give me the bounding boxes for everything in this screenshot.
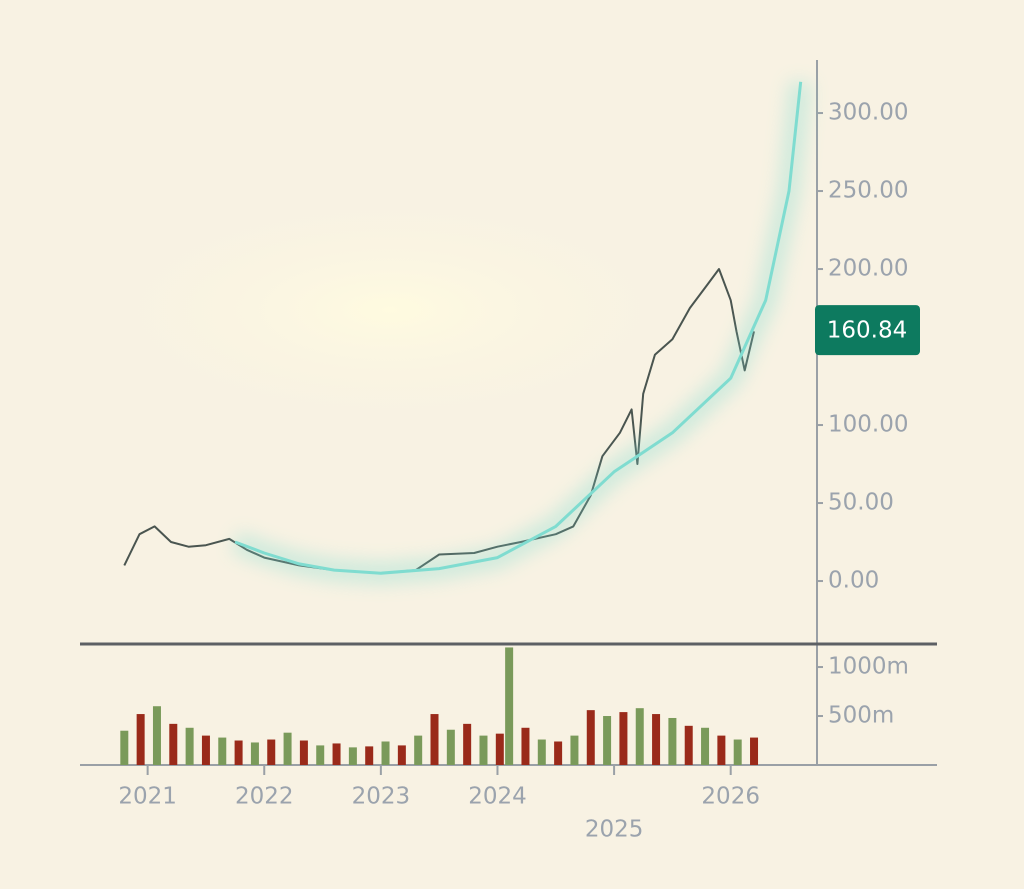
volume-bar [332,743,341,765]
volume-bar [668,717,677,765]
volume-bar [365,746,374,765]
volume-bar [586,710,595,765]
volume-bar [267,739,276,765]
volume-bar [537,739,546,765]
y-tick-label: 200.00 [828,256,908,282]
volume-bar [218,737,227,765]
volume-bar [316,745,325,765]
y-tick-label: 1000m [828,654,909,680]
volume-bar [463,723,472,765]
x-tick-label: 2023 [352,784,411,810]
y-tick-label: 0.00 [828,568,879,594]
volume-bar [381,741,390,765]
volume-bar [120,730,129,765]
volume-bar [619,712,628,765]
volume-bar [283,732,292,765]
volume-bar [201,735,210,765]
volume-bar [250,742,259,765]
volume-bar [750,737,759,765]
volume-bar [495,733,504,765]
trend-curve [234,81,803,575]
x-tick-label: 2026 [701,784,760,810]
volume-bar [430,714,439,765]
last-price-box [815,305,920,356]
volume-bar [570,735,579,765]
volume-bar [169,723,178,765]
volume-bar [505,647,514,765]
volume-bar [299,740,308,765]
last-price-label: 160.84 [827,318,907,344]
volume-bar [701,727,710,765]
volume-bar [684,725,693,765]
y-tick-label: 100.00 [828,412,908,438]
volume-bar [635,708,644,765]
volume-bar [446,729,455,765]
volume-bar [521,727,530,765]
y-tick-label: 500m [828,703,894,729]
x-tick-label: 2025 [585,817,644,843]
volume-bar [733,739,742,765]
volume-bar [414,735,423,765]
volume-bar [234,740,243,765]
volume-bar [479,735,488,765]
y-tick-label: 300.00 [828,100,908,126]
x-tick-label: 2022 [235,784,294,810]
volume-bar [717,735,726,765]
volume-bar [348,747,357,765]
volume-bar [185,727,194,765]
x-tick-label: 2024 [468,784,527,810]
background-glow [60,180,720,440]
volume-bar [603,716,612,765]
volume-bar [397,745,406,765]
x-tick-label: 2021 [118,784,177,810]
volume-bar [652,714,661,765]
volume-bar [152,706,161,765]
volume-bar [554,741,563,765]
y-tick-label: 250.00 [828,178,908,204]
volume-bar [136,714,145,765]
y-tick-label: 50.00 [828,490,894,516]
